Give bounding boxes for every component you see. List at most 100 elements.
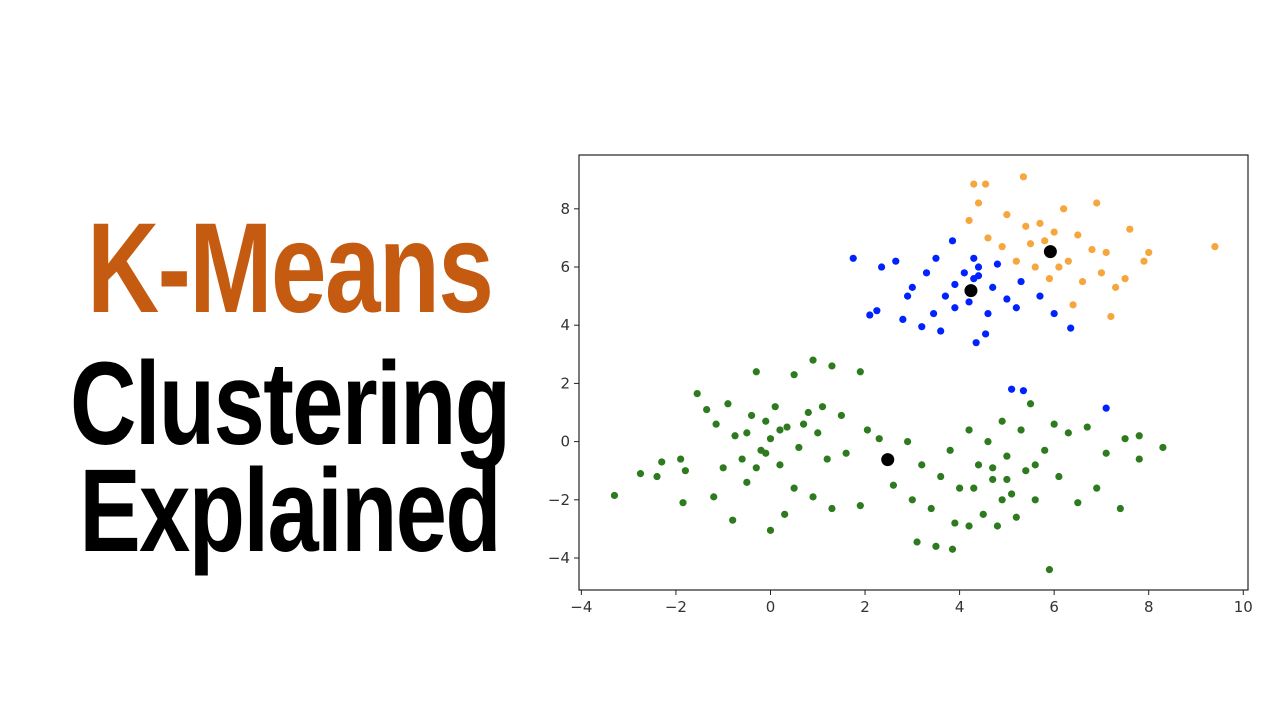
data-point: [795, 443, 803, 452]
data-point: [1083, 423, 1091, 431]
data-point: [951, 280, 959, 289]
data-point: [1055, 263, 1063, 271]
y-tick-label: −2: [548, 491, 570, 509]
data-point: [989, 475, 997, 484]
data-point: [856, 368, 864, 376]
centroid-point: [881, 453, 895, 467]
data-point: [998, 243, 1006, 251]
data-point: [681, 467, 689, 475]
data-point: [993, 522, 1002, 530]
data-point: [1050, 228, 1058, 236]
data-point: [1112, 283, 1120, 291]
data-point: [974, 461, 983, 469]
data-point: [998, 496, 1006, 504]
title-line-1: K-Means: [87, 197, 494, 340]
data-point: [1022, 222, 1030, 230]
data-point: [1045, 275, 1054, 283]
x-tick-label: 0: [766, 598, 776, 616]
data-point: [1078, 277, 1087, 286]
x-tick-label: −2: [665, 598, 687, 616]
data-point: [877, 263, 886, 271]
data-point: [993, 260, 1002, 268]
data-point: [653, 472, 661, 481]
data-point: [799, 420, 808, 428]
data-point: [1126, 225, 1134, 233]
data-point: [766, 526, 775, 534]
data-point: [970, 275, 978, 283]
data-point: [738, 455, 746, 463]
data-point: [729, 516, 737, 524]
data-point: [972, 339, 980, 347]
data-point: [743, 429, 751, 437]
data-point: [1003, 211, 1011, 219]
data-point: [703, 405, 711, 414]
y-tick-label: 8: [560, 200, 570, 218]
data-point: [903, 438, 912, 446]
data-point: [970, 254, 978, 262]
y-tick-label: 0: [560, 433, 570, 451]
data-point: [1050, 309, 1058, 318]
data-point: [1135, 432, 1143, 440]
data-point: [710, 493, 718, 501]
data-point: [1008, 385, 1016, 393]
data-point: [932, 254, 940, 262]
data-point: [1074, 499, 1082, 507]
data-point: [771, 403, 779, 411]
data-point: [1055, 472, 1063, 481]
data-point: [941, 292, 950, 300]
data-point: [828, 504, 836, 513]
axis-ticks: −4 −2 0 2 4 6 8 10 −4 −2 0 2 4 6 8: [548, 200, 1253, 616]
data-point: [1069, 301, 1077, 309]
data-point: [809, 356, 817, 364]
data-point: [918, 323, 926, 331]
x-tick-label: −4: [570, 598, 592, 616]
data-point: [889, 481, 898, 489]
data-point: [965, 298, 973, 306]
data-point: [960, 269, 968, 277]
data-point: [965, 426, 973, 434]
x-tick-label: 8: [1144, 598, 1154, 616]
data-point: [842, 449, 850, 457]
data-point: [998, 417, 1006, 425]
data-point: [712, 420, 720, 428]
data-point: [1159, 443, 1167, 452]
data-point: [790, 484, 798, 492]
data-point: [1135, 455, 1143, 463]
data-point: [1140, 257, 1148, 265]
data-point: [979, 510, 987, 518]
data-point: [863, 426, 872, 434]
data-point: [776, 426, 784, 434]
data-point: [937, 472, 945, 481]
title-line-3: Explained: [79, 445, 502, 577]
data-point: [1026, 400, 1035, 408]
data-point: [984, 438, 992, 446]
data-point: [1102, 248, 1110, 257]
data-point: [875, 435, 883, 443]
data-point: [783, 423, 791, 431]
data-point: [828, 362, 836, 370]
data-point: [1041, 446, 1049, 454]
data-point: [658, 458, 666, 466]
data-point: [1116, 504, 1124, 513]
data-point: [1012, 304, 1020, 312]
data-point: [918, 461, 926, 469]
y-tick-label: −4: [548, 549, 570, 567]
data-point: [814, 429, 822, 437]
data-point: [951, 304, 959, 312]
data-point: [892, 257, 900, 265]
data-point: [1097, 269, 1106, 277]
data-point: [970, 180, 978, 188]
data-point: [908, 283, 916, 291]
data-point: [1003, 452, 1011, 460]
data-point: [1003, 475, 1011, 484]
title-line-2: Clustering: [70, 338, 511, 470]
data-point: [922, 269, 931, 277]
data-point: [1093, 484, 1101, 492]
centroid-point: [1043, 245, 1057, 259]
data-point: [1019, 173, 1028, 181]
data-point: [752, 464, 760, 472]
x-tick-label: 10: [1234, 598, 1253, 616]
data-point: [677, 455, 685, 463]
data-point: [974, 263, 983, 271]
title-clustering: Clustering: [0, 345, 580, 463]
